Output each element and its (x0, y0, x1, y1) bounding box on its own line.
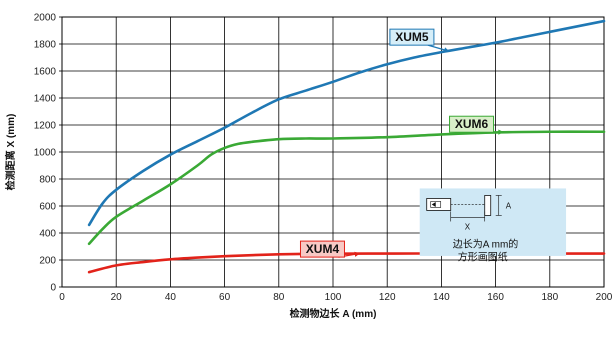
x-tick-label: 180 (541, 292, 558, 303)
leader-arrowhead-icon (498, 129, 504, 135)
y-tick-label: 800 (39, 175, 56, 186)
y-tick-label: 0 (50, 283, 56, 294)
y-tick-label: 400 (39, 229, 56, 240)
y-tick-label: 600 (39, 202, 56, 213)
y-tick-label: 200 (39, 256, 56, 267)
y-tick-label: 1800 (34, 40, 57, 51)
x-tick-label: 140 (433, 292, 450, 303)
series-labels: XUM5 XUM6 XUM4 (299, 28, 504, 258)
leader-arrowhead-icon (354, 251, 361, 257)
x-tick-label: 100 (325, 292, 342, 303)
x-tick-label: 0 (59, 292, 65, 303)
sensor-target-diagram: A X (426, 195, 512, 231)
axis-ticks: 0 20 40 60 80 100 120 140 160 180 2000200400600800… (34, 13, 613, 304)
inset-caption-line1: 边长为A mm的 (453, 237, 519, 250)
series-label-box-xum4 (299, 240, 345, 258)
x-tick-label: 80 (273, 292, 285, 303)
series-label-box-xum6 (449, 115, 495, 133)
x-tick-label: 20 (111, 292, 123, 303)
y-tick-label: 1600 (34, 67, 57, 78)
series-line-xum6 (87, 130, 606, 246)
inset-caption-line2: 方形画图纸 (458, 250, 508, 263)
inset-diagram: A X 边长为A mm的 方形画图纸 (419, 188, 567, 263)
series-label-xum6: XUM6 (455, 117, 489, 131)
y-tick-label: 1200 (34, 121, 57, 132)
arrow-left-icon (431, 201, 436, 207)
y-tick-label: 2000 (34, 13, 57, 24)
x-tick-label: 160 (487, 292, 504, 303)
y-tick-label: 1000 (34, 148, 57, 159)
series-label-box-xum5 (389, 28, 435, 46)
x-tick-label: 200 (596, 292, 613, 303)
series-label-xum4: XUM4 (306, 242, 340, 256)
x-tick-label: 40 (165, 292, 177, 303)
x-axis-title: 检测物边长 A (mm) (290, 307, 377, 320)
dimension-a-label: A (506, 201, 512, 210)
series-line-xum5 (87, 19, 606, 227)
series-label-xum5: XUM5 (395, 30, 429, 44)
y-tick-label: 1400 (34, 94, 57, 105)
dimension-x-label: X (465, 222, 471, 231)
y-axis-title: 检测距离 X (mm) (4, 114, 17, 191)
x-tick-label: 120 (379, 292, 396, 303)
leader-arrowhead-icon (443, 47, 450, 53)
target-plate-icon (484, 195, 492, 216)
x-tick-label: 60 (219, 292, 231, 303)
